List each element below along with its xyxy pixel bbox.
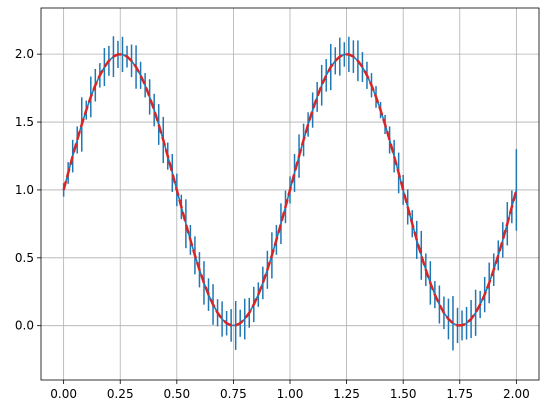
y-tick-label: 0.0 (15, 319, 34, 333)
x-tick-label: 0.00 (50, 387, 77, 401)
y-tick-label: 0.5 (15, 251, 34, 265)
x-tick-label: 0.25 (107, 387, 134, 401)
x-tick-label: 1.25 (333, 387, 360, 401)
x-tick-label: 0.50 (163, 387, 190, 401)
x-tick-label: 1.75 (446, 387, 473, 401)
x-tick-label: 1.50 (390, 387, 417, 401)
y-tick-label: 1.5 (15, 115, 34, 129)
y-tick-label: 2.0 (15, 47, 34, 61)
x-tick-label: 2.00 (503, 387, 530, 401)
line (62, 53, 518, 327)
y-tick-label: 1.0 (15, 183, 34, 197)
axes-frame (40, 7, 540, 381)
x-tick-label: 1.00 (277, 387, 304, 401)
x-tick-label: 0.75 (220, 387, 247, 401)
